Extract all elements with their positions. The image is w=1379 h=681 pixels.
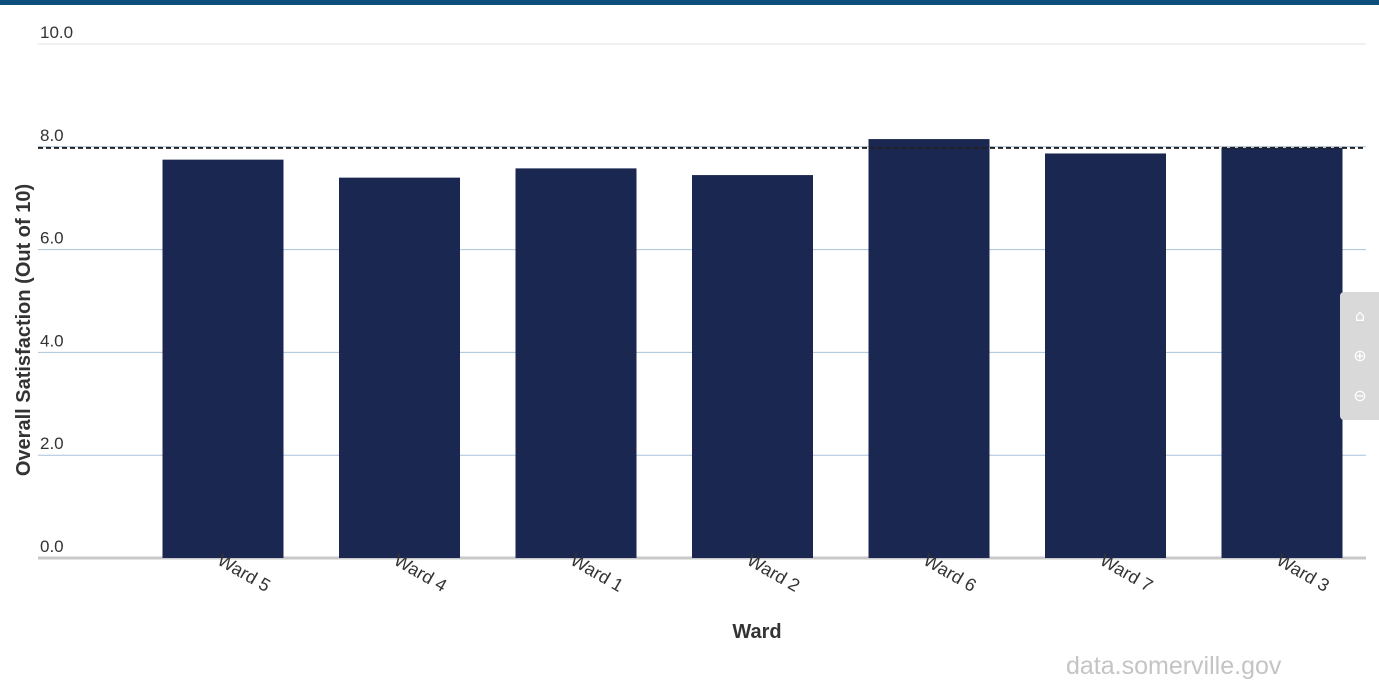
bar[interactable]: [868, 139, 990, 558]
source-label: data.somerville.gov: [1066, 652, 1282, 680]
zoom-controls: ⌂ ⊕ ⊖: [1340, 292, 1379, 420]
y-tick-label: 0.0: [40, 537, 64, 556]
bar[interactable]: [339, 177, 460, 558]
header-bar: [0, 0, 1379, 5]
bar[interactable]: [515, 168, 637, 558]
zoom-out-icon[interactable]: ⊖: [1353, 386, 1367, 405]
x-axis-label: Ward: [732, 621, 781, 643]
y-tick-label: 8.0: [40, 126, 64, 145]
y-axis-label: Overall Satisfaction (Out of 10): [13, 184, 35, 476]
bar[interactable]: [692, 175, 813, 558]
zoom-in-icon[interactable]: ⊕: [1353, 346, 1367, 365]
y-tick-label: 10.0: [40, 23, 73, 42]
bar[interactable]: [1221, 147, 1343, 558]
bar[interactable]: [1045, 153, 1166, 558]
bar[interactable]: [162, 159, 284, 558]
y-tick-label: 4.0: [40, 331, 64, 350]
y-tick-label: 2.0: [40, 434, 64, 453]
bar-chart: 0.02.04.06.08.010.0 Ward 5 Ward 4 Ward 1 Wa…: [13, 23, 1366, 643]
home-icon[interactable]: ⌂: [1354, 306, 1366, 325]
y-tick-label: 6.0: [40, 229, 64, 248]
